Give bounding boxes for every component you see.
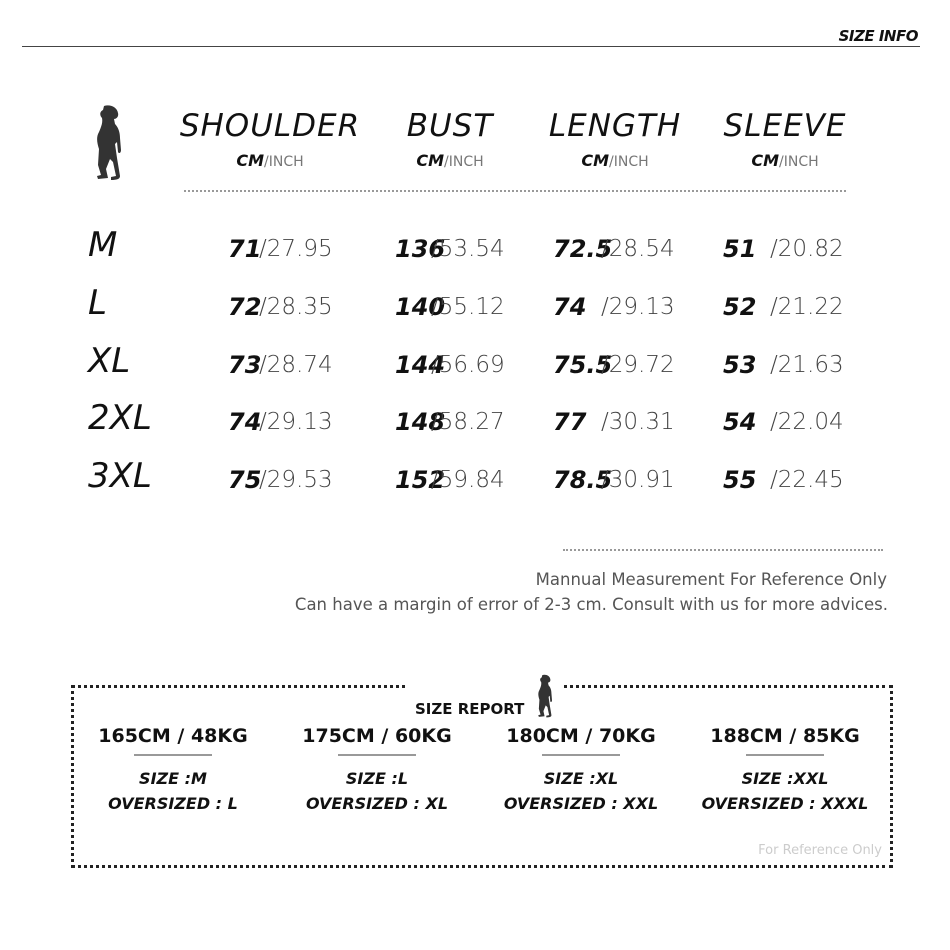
header-dotted-divider — [184, 190, 846, 192]
oversized-size: OVERSIZED : XXL — [503, 794, 659, 813]
hunched-figure-icon — [97, 105, 121, 180]
cm-value: 152 — [395, 466, 446, 494]
size-report-item: 175CM / 60KG SIZE :L OVERSIZED : XL — [277, 725, 477, 816]
reference-footnote: For Reference Only — [758, 843, 882, 858]
size-report-item: 165CM / 48KG SIZE :M OVERSIZED : L — [73, 725, 273, 816]
oversized-size: OVERSIZED : XXXL — [701, 794, 869, 813]
cm-value: 72 — [228, 293, 262, 321]
unit-cm: CM — [236, 151, 265, 170]
inch-value: /27.95 — [259, 236, 333, 262]
inch-value: /29.13 — [601, 294, 675, 320]
column-header: SHOULDER — [179, 108, 361, 144]
note-line-1: Mannual Measurement For Reference Only — [535, 570, 887, 589]
height-weight: 165CM / 48KG — [98, 725, 248, 747]
cm-value: 136 — [395, 235, 446, 263]
item-divider — [746, 754, 824, 756]
inch-value: /30.91 — [601, 467, 675, 493]
unit-cm: CM — [751, 151, 780, 170]
inch-value: /30.31 — [601, 409, 675, 435]
size-report-item: 188CM / 85KG SIZE :XXL OVERSIZED : XXXL — [685, 725, 885, 816]
size-info-label: SIZE INFO — [838, 27, 919, 45]
unit-cm: CM — [581, 151, 610, 170]
inch-value: /55.12 — [431, 294, 505, 320]
cm-value: 73 — [228, 351, 262, 379]
note-dotted-divider — [563, 549, 883, 551]
column-header: SLEEVE — [723, 108, 847, 144]
cm-value: 71 — [228, 235, 262, 263]
item-divider — [134, 754, 212, 756]
unit-cm: CM — [416, 151, 445, 170]
cm-value: 52 — [723, 293, 757, 321]
column-unit: CM/INCH — [236, 151, 303, 170]
cm-value: 78.5 — [553, 466, 613, 494]
recommended-size: SIZE :M — [139, 769, 207, 788]
inch-value: /53.54 — [431, 236, 505, 262]
cm-value: 75.5 — [553, 351, 613, 379]
inch-value: /29.53 — [259, 467, 333, 493]
inch-value: /21.63 — [770, 352, 844, 378]
cm-value: 75 — [228, 466, 262, 494]
cm-value: 144 — [395, 351, 446, 379]
unit-inch: /INCH — [609, 154, 649, 170]
inch-value: /28.35 — [259, 294, 333, 320]
size-label: 3XL — [88, 456, 152, 496]
oversized-size: OVERSIZED : XL — [305, 794, 449, 813]
size-report-item: 180CM / 70KG SIZE :XL OVERSIZED : XXL — [481, 725, 681, 816]
cm-value: 55 — [723, 466, 757, 494]
cm-value: 74 — [553, 293, 587, 321]
height-weight: 180CM / 70KG — [506, 725, 656, 747]
cm-value: 74 — [228, 408, 262, 436]
inch-value: /58.27 — [431, 409, 505, 435]
size-report-title: SIZE REPORT — [405, 674, 564, 722]
recommended-size: SIZE :L — [345, 769, 409, 788]
size-label: XL — [88, 341, 131, 381]
item-divider — [338, 754, 416, 756]
size-label: M — [88, 225, 118, 265]
oversized-size: OVERSIZED : L — [108, 794, 238, 813]
unit-inch: /INCH — [444, 154, 484, 170]
cm-value: 54 — [723, 408, 757, 436]
inch-value: /56.69 — [431, 352, 505, 378]
top-divider — [22, 46, 920, 47]
note-line-2: Can have a margin of error of 2-3 cm. Co… — [294, 595, 888, 614]
hunched-figure-icon — [537, 674, 552, 718]
inch-value: /22.45 — [770, 467, 844, 493]
cm-value: 51 — [723, 235, 757, 263]
size-label: L — [88, 283, 107, 323]
cm-value: 53 — [723, 351, 757, 379]
unit-inch: /INCH — [779, 154, 819, 170]
column-header: BUST — [406, 108, 494, 144]
inch-value: /59.84 — [431, 467, 505, 493]
column-unit: CM/INCH — [416, 151, 483, 170]
recommended-size: SIZE :XXL — [741, 769, 829, 788]
unit-inch: /INCH — [264, 154, 304, 170]
cm-value: 140 — [395, 293, 446, 321]
column-unit: CM/INCH — [581, 151, 648, 170]
column-unit: CM/INCH — [751, 151, 818, 170]
height-weight: 188CM / 85KG — [710, 725, 860, 747]
cm-value: 72.5 — [553, 235, 613, 263]
inch-value: /28.74 — [259, 352, 333, 378]
size-label: 2XL — [88, 398, 152, 438]
inch-value: /29.72 — [601, 352, 675, 378]
cm-value: 77 — [553, 408, 587, 436]
inch-value: /28.54 — [601, 236, 675, 262]
inch-value: /22.04 — [770, 409, 844, 435]
column-header: LENGTH — [548, 108, 682, 144]
cm-value: 148 — [395, 408, 446, 436]
inch-value: /21.22 — [770, 294, 844, 320]
item-divider — [542, 754, 620, 756]
recommended-size: SIZE :XL — [543, 769, 619, 788]
inch-value: /29.13 — [259, 409, 333, 435]
height-weight: 175CM / 60KG — [302, 725, 452, 747]
size-report-title-text: SIZE REPORT — [415, 700, 525, 718]
inch-value: /20.82 — [770, 236, 844, 262]
